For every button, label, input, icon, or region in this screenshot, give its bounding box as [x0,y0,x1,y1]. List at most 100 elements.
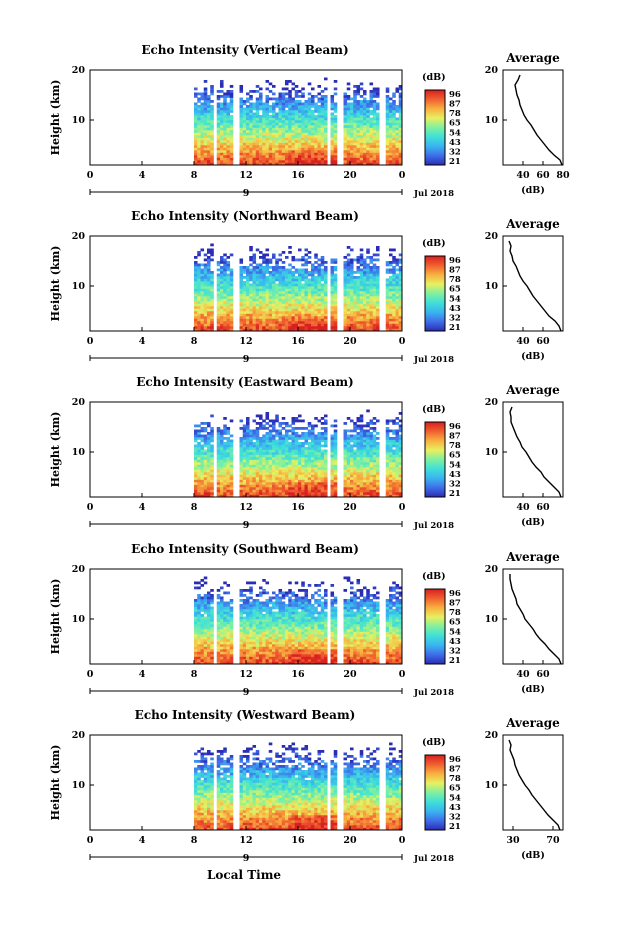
heatmap-cell [301,467,305,470]
heatmap-cell [246,306,250,309]
heatmap-cell [194,328,198,332]
heatmap-cell [398,439,403,443]
heatmap-cell [275,150,279,153]
heatmap-cell [259,447,263,450]
heatmap-cell [200,125,205,128]
heatmap-cell [285,288,289,292]
heatmap-cell [216,150,221,153]
heatmap-cell [255,147,260,151]
heatmap-cell [346,464,351,468]
heatmap-cell [200,474,205,478]
heatmap-cell [229,472,234,475]
heatmap-cell [255,484,260,488]
heatmap-cell [249,105,253,108]
heatmap-cell [395,444,400,448]
heatmap-cell [246,301,250,304]
heatmap-cell [369,100,374,103]
heatmap-cell [314,464,318,468]
heatmap-cell [285,462,289,465]
heatmap-cell [249,162,253,166]
heatmap-cell [268,444,273,448]
heatmap-cell [203,278,208,282]
heatmap-cell [353,122,357,126]
heatmap-cell [239,127,244,131]
heatmap-cell [294,117,299,121]
heatmap-cell [385,419,390,423]
heatmap-cell [272,110,276,113]
heatmap-cell [207,447,211,450]
heatmap-cell [311,308,315,312]
heatmap-cell [252,276,257,279]
heatmap-cell [343,449,348,453]
heatmap-cell [294,437,299,440]
heatmap-cell [363,467,367,470]
colorbar-tick-label: 78 [449,275,461,285]
heatmap-cell [330,477,335,480]
heatmap-cell [249,95,253,98]
heatmap-cell [372,452,377,455]
heatmap-cell [197,462,201,465]
heatmap-cell [226,135,231,138]
heatmap-cell [350,135,354,138]
heatmap-cell [252,419,257,423]
heatmap-cell [369,281,374,284]
heatmap-cell [226,137,231,141]
heatmap-cell [330,437,335,440]
heatmap-cell [223,444,227,448]
heatmap-cell [366,459,370,463]
heatmap-cell [389,122,393,126]
heatmap-cell [223,323,227,327]
heatmap-cell [278,472,283,475]
heatmap-cell [278,115,283,118]
heatmap-cell [252,112,257,116]
heatmap-cell [278,281,283,284]
heatmap-cell [220,437,224,440]
heatmap-cell [285,281,289,284]
heatmap-cell [304,147,309,151]
heatmap-cell [363,464,367,468]
heatmap-cell [220,432,224,435]
heatmap-cell [259,308,263,312]
heatmap-cell [223,258,227,262]
heatmap-cell [242,135,247,138]
heatmap-cell [288,155,292,158]
heatmap-cell [210,140,214,143]
heatmap-cell [301,256,305,259]
heatmap-cell [291,482,296,485]
heatmap-cell [291,454,296,458]
heatmap-cell [320,100,325,103]
heatmap-cell [389,145,393,148]
heatmap-cell [203,155,208,158]
heatmap-cell [285,442,289,445]
heatmap-cell [281,301,286,304]
heatmap-cell [288,311,292,314]
heatmap-cell [239,472,244,475]
heatmap-cell [249,452,253,455]
heatmap-cell [207,318,211,322]
heatmap-cell [265,308,270,312]
heatmap-cell [252,135,257,138]
heatmap-cell [200,616,205,620]
heatmap-cell [369,303,374,307]
heatmap-cell [220,439,224,443]
heatmap-cell [281,97,286,101]
heatmap-cell [226,145,231,148]
heatmap-cell [320,293,325,297]
heatmap-cell [285,306,289,309]
heatmap-cell [291,489,296,493]
heatmap-cell [369,464,374,468]
heatmap-cell [285,147,289,151]
heatmap-cell [346,323,351,327]
heatmap-cell [226,432,231,435]
heatmap-cell [395,145,400,148]
heatmap-cell [275,414,279,418]
heatmap-cell [392,117,396,121]
heatmap-cell [333,313,338,317]
heatmap-cell [372,308,377,312]
average-title: Average [505,51,560,65]
heatmap-cell [307,316,312,319]
heatmap-cell [262,474,266,478]
heatmap-cell [223,447,227,450]
heatmap-cell [255,298,260,302]
heatmap-cell [346,303,351,307]
